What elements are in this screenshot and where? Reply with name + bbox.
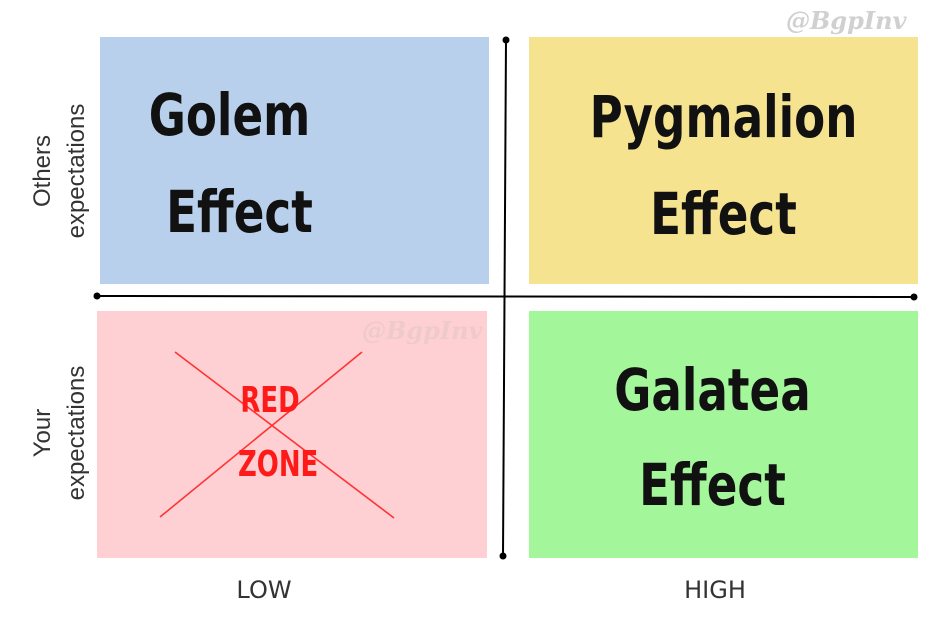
quadrant-red-zone [97,311,487,558]
golem-line2: Effect [166,178,313,246]
watermark-center: @BgpInv [362,316,483,345]
red-zone-line2: ZONE [238,444,319,485]
galatea-line1: Galatea [614,356,811,424]
quadrant-galatea-effect: Galatea Effect [529,311,918,558]
watermark-top-right: @BgpInv [786,6,907,35]
y-label-top-line1: Others [29,134,56,208]
y-axis-line [502,39,507,557]
y-label-others-expectations: Others expectations [26,81,94,261]
x-axis-line [96,295,915,298]
y-label-your-expectations: Your expectations [26,343,94,523]
x-axis-right-end [910,293,918,301]
y-label-bottom-line2: expectations [63,365,90,501]
x-label-high: HIGH [684,576,746,604]
y-axis-bottom-end [499,552,507,560]
pygmalion-line1: Pygmalion [589,83,858,151]
x-axis-left-end [93,292,101,300]
y-label-bottom-line1: Your [29,408,56,458]
x-label-low: LOW [236,576,292,604]
galatea-line2: Effect [639,451,786,519]
cross-line-2 [159,351,363,518]
red-zone-line1: RED [240,380,300,421]
y-label-top-line2: expectations [63,103,90,239]
quadrant-golem-effect: Golem Effect [100,37,489,284]
y-axis-top-end [502,36,510,44]
quadrant-pygmalion-effect: Pygmalion Effect [529,37,918,284]
golem-line1: Golem [148,81,311,149]
cross-line-1 [174,351,395,519]
pygmalion-line2: Effect [650,180,797,248]
